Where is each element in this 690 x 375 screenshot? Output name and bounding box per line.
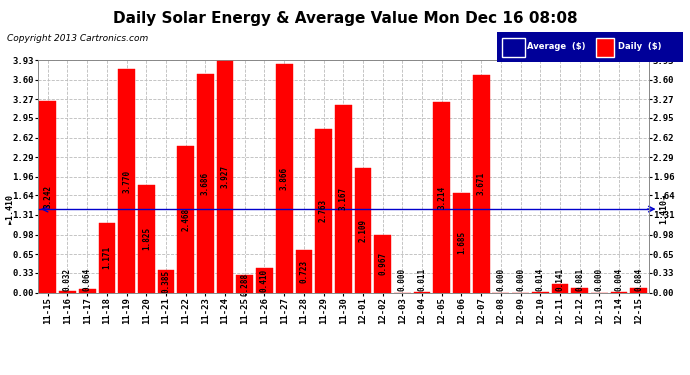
Bar [197,74,214,292]
Text: 0.004: 0.004 [615,268,624,291]
Bar [571,288,588,292]
Text: 3.167: 3.167 [339,187,348,210]
Bar [39,101,56,292]
Text: 3.770: 3.770 [122,170,131,192]
Text: 0.000: 0.000 [398,268,407,291]
Bar [315,129,332,292]
Text: Copyright 2013 Cartronics.com: Copyright 2013 Cartronics.com [7,34,148,43]
Text: ►1.410: ►1.410 [6,194,14,224]
Text: 1.171: 1.171 [102,246,111,269]
Text: 0.410: 0.410 [260,269,269,292]
Text: 0.064: 0.064 [83,268,92,291]
Text: 0.000: 0.000 [516,268,525,291]
Text: 0.014: 0.014 [535,268,545,291]
Bar [177,147,194,292]
Text: 3.671: 3.671 [477,172,486,195]
Bar [295,250,313,292]
Bar [355,168,371,292]
Bar [118,69,135,292]
Text: 0.385: 0.385 [161,270,170,292]
Text: 3.866: 3.866 [279,166,288,190]
Bar [374,235,391,292]
Text: 0.288: 0.288 [240,272,249,296]
Bar [217,60,233,292]
Bar [453,193,470,292]
Text: 2.109: 2.109 [359,219,368,242]
Bar [433,102,450,292]
Bar [157,270,175,292]
Text: 3.686: 3.686 [201,172,210,195]
Bar [138,184,155,292]
Text: 2.468: 2.468 [181,208,190,231]
Text: 0.141: 0.141 [555,268,564,291]
Text: 0.081: 0.081 [575,268,584,291]
Text: 0.967: 0.967 [378,252,387,276]
Text: 3.927: 3.927 [221,165,230,188]
Text: 2.763: 2.763 [319,199,328,222]
Text: 3.214: 3.214 [437,186,446,209]
Text: 0.032: 0.032 [63,268,72,291]
Text: Daily Solar Energy & Average Value Mon Dec 16 08:08: Daily Solar Energy & Average Value Mon D… [112,11,578,26]
Bar [99,223,115,292]
Bar [551,284,569,292]
Text: 0.000: 0.000 [496,268,505,291]
Bar [631,288,647,292]
Bar [502,38,525,57]
Bar [79,289,96,292]
Bar [335,105,352,292]
Bar [237,276,253,292]
Text: Average  ($): Average ($) [526,42,585,51]
Text: 1.410◄: 1.410◄ [659,194,668,224]
Text: 1.685: 1.685 [457,231,466,254]
Text: 0.723: 0.723 [299,260,308,283]
Text: 1.825: 1.825 [141,227,151,250]
Text: 0.000: 0.000 [595,268,604,291]
Bar [473,75,489,292]
Text: 3.242: 3.242 [43,185,52,208]
Bar [595,38,614,57]
Text: 0.084: 0.084 [634,268,643,291]
Bar [256,268,273,292]
Text: Daily  ($): Daily ($) [618,42,662,51]
Text: 0.011: 0.011 [417,268,426,291]
Bar [59,291,76,292]
Bar [276,64,293,292]
